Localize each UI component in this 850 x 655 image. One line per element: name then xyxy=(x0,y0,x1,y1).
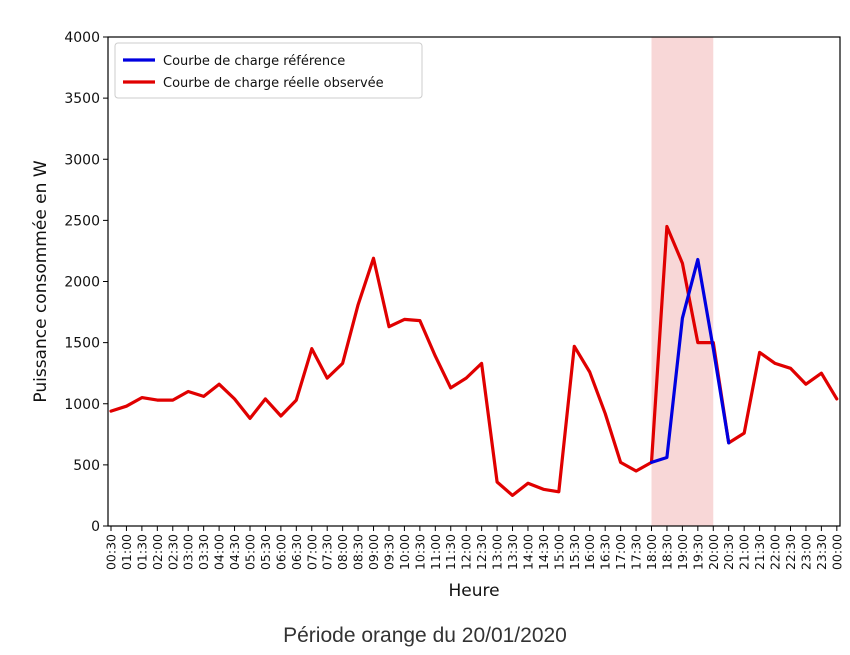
x-tick-label-27: 14:00 xyxy=(520,534,535,570)
x-tick-label-33: 17:00 xyxy=(613,534,628,570)
x-tick-label-0: 00:30 xyxy=(104,534,119,570)
x-tick-label-36: 18:30 xyxy=(659,534,674,570)
x-tick-label-8: 04:30 xyxy=(227,534,242,570)
x-tick-label-40: 20:30 xyxy=(721,534,736,570)
x-tick-label-37: 19:00 xyxy=(675,534,690,570)
highlight-band xyxy=(651,37,714,526)
y-tick-label-3: 1500 xyxy=(64,336,100,352)
x-tick-label-2: 01:30 xyxy=(134,534,149,570)
x-tick-label-46: 23:30 xyxy=(814,534,829,570)
y-tick-label-5: 2500 xyxy=(64,213,100,229)
chart-caption: Période orange du 20/01/2020 xyxy=(283,624,567,647)
x-tick-label-22: 11:30 xyxy=(443,534,458,570)
x-tick-label-5: 03:00 xyxy=(181,534,196,570)
x-tick-label-47: 00:00 xyxy=(829,534,844,570)
x-tick-label-12: 06:30 xyxy=(289,534,304,570)
x-tick-label-6: 03:30 xyxy=(196,534,211,570)
x-tick-label-7: 04:00 xyxy=(212,534,227,570)
x-tick-label-10: 05:30 xyxy=(258,534,273,570)
y-tick-label-8: 4000 xyxy=(64,30,100,46)
x-tick-label-17: 09:00 xyxy=(366,534,381,570)
x-tick-label-1: 01:00 xyxy=(119,534,134,570)
series-line-0 xyxy=(109,224,839,497)
legend: Courbe de charge référence Courbe de char… xyxy=(114,42,423,99)
series-line-1 xyxy=(649,257,731,464)
legend-box xyxy=(114,42,423,99)
x-tick-label-23: 12:00 xyxy=(459,534,474,570)
y-tick-label-4: 2000 xyxy=(64,275,100,291)
x-tick-label-21: 11:00 xyxy=(428,534,443,570)
x-tick-label-44: 22:30 xyxy=(783,534,798,570)
x-tick-label-26: 13:30 xyxy=(505,534,520,570)
x-tick-label-14: 07:30 xyxy=(320,534,335,570)
legend-label-1: Courbe de charge réelle observée xyxy=(163,76,384,91)
x-tick-label-9: 05:00 xyxy=(242,534,257,570)
x-tick-label-24: 12:30 xyxy=(474,534,489,570)
x-tick-label-13: 07:00 xyxy=(304,534,319,570)
x-tick-label-30: 15:30 xyxy=(567,534,582,570)
x-tick-label-3: 02:00 xyxy=(150,534,165,570)
x-tick-label-20: 10:30 xyxy=(412,534,427,570)
legend-label-0: Courbe de charge référence xyxy=(163,54,345,69)
x-tick-label-31: 16:00 xyxy=(582,534,597,570)
x-tick-label-15: 08:00 xyxy=(335,534,350,570)
x-tick-label-34: 17:30 xyxy=(629,534,644,570)
x-tick-label-18: 09:30 xyxy=(381,534,396,570)
x-tick-label-35: 18:00 xyxy=(644,534,659,570)
x-tick-label-19: 10:00 xyxy=(397,534,412,570)
x-tick-label-42: 21:30 xyxy=(752,534,767,570)
x-tick-label-11: 06:00 xyxy=(273,534,288,570)
x-tick-label-45: 23:00 xyxy=(798,534,813,570)
x-tick-label-39: 20:00 xyxy=(706,534,721,570)
x-tick-label-28: 14:30 xyxy=(536,534,551,570)
y-tick-label-7: 3500 xyxy=(64,91,100,107)
y-tick-label-0: 0 xyxy=(91,519,100,535)
x-tick-label-32: 16:30 xyxy=(598,534,613,570)
x-tick-label-43: 22:00 xyxy=(768,534,783,570)
y-tick-label-6: 3000 xyxy=(64,152,100,168)
y-tick-label-2: 1000 xyxy=(64,397,100,413)
orange-period-highlight-layer xyxy=(651,37,714,526)
y-tick-label-1: 500 xyxy=(73,458,100,474)
x-tick-label-38: 19:30 xyxy=(690,534,705,570)
x-tick-label-25: 13:00 xyxy=(490,534,505,570)
y-axis-label: Puissance consommée en W xyxy=(31,160,51,402)
x-axis-label: Heure xyxy=(448,581,499,601)
plot-frame xyxy=(107,36,841,527)
series-lines-layer xyxy=(109,224,839,497)
x-tick-label-29: 15:00 xyxy=(551,534,566,570)
x-tick-label-16: 08:30 xyxy=(351,534,366,570)
x-tick-label-4: 02:30 xyxy=(165,534,180,570)
x-tick-label-41: 21:00 xyxy=(737,534,752,570)
